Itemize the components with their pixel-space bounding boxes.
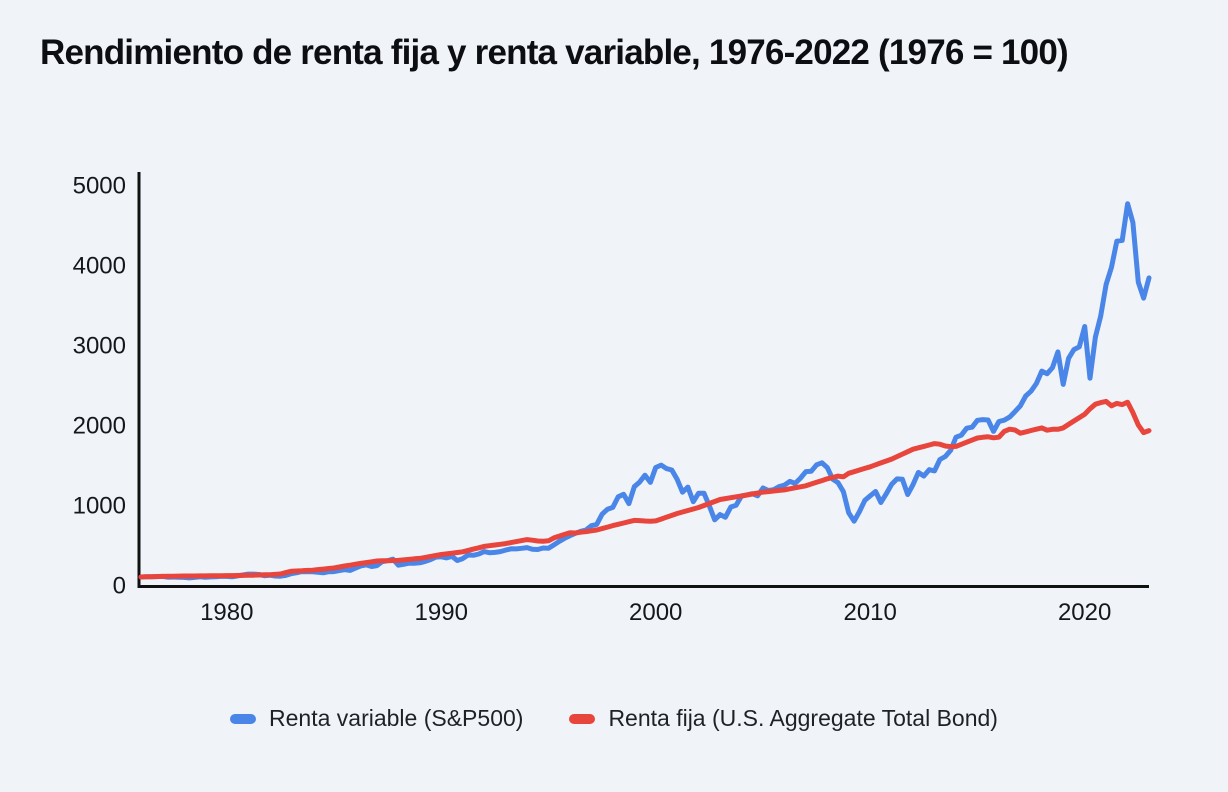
legend-swatch-bond <box>569 713 596 724</box>
x-tick-label: 1990 <box>415 599 468 626</box>
y-tick-label: 1000 <box>73 493 126 520</box>
legend-label-bond: Renta fija (U.S. Aggregate Total Bond) <box>608 705 998 731</box>
x-tick-label: 2020 <box>1058 599 1111 626</box>
chart-legend: Renta variable (S&P500) Renta fija (U.S.… <box>0 705 1228 732</box>
legend-item-renta-fija: Renta fija (U.S. Aggregate Total Bond) <box>569 705 998 732</box>
legend-item-renta-variable: Renta variable (S&P500) <box>230 705 523 732</box>
legend-swatch-equity <box>230 713 257 724</box>
x-tick-label: 1980 <box>200 599 253 626</box>
y-tick-label: 2000 <box>73 413 126 440</box>
x-tick-label: 2010 <box>843 599 896 626</box>
chart-title: Rendimiento de renta fija y renta variab… <box>40 33 1069 72</box>
x-tick-label: 2000 <box>629 599 682 626</box>
y-tick-label: 0 <box>113 573 126 600</box>
legend-label-equity: Renta variable (S&P500) <box>269 705 524 731</box>
y-tick-label: 4000 <box>73 253 126 280</box>
series-line-bond <box>138 398 1152 580</box>
y-tick-label: 3000 <box>73 333 126 360</box>
axes <box>137 172 1149 588</box>
y-tick-label: 5000 <box>73 173 126 200</box>
